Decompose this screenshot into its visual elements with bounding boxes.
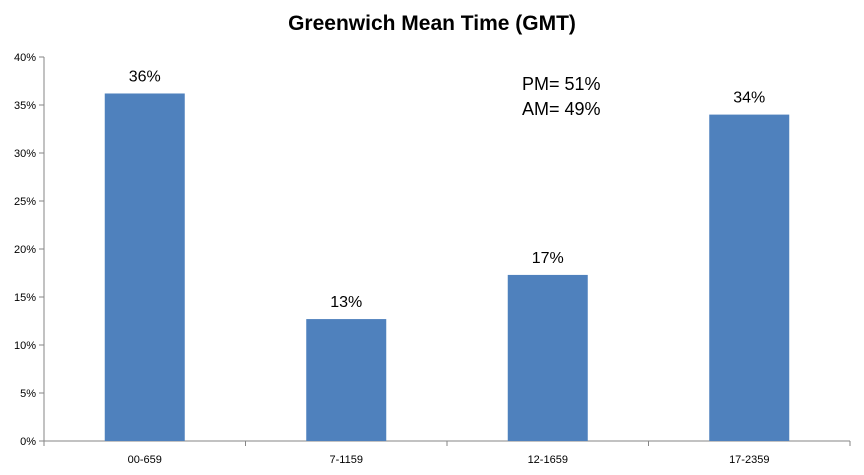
chart-title: Greenwich Mean Time (GMT): [288, 12, 576, 35]
bar: [709, 114, 790, 441]
y-tick-label: 30%: [14, 148, 36, 160]
y-tick-label: 10%: [14, 340, 36, 352]
bar: [507, 274, 588, 441]
x-tick-label: 12-1659: [528, 454, 568, 466]
data-label: 34%: [733, 90, 765, 107]
y-tick-label: 35%: [14, 100, 36, 112]
x-tick-label: 7-1159: [330, 454, 363, 466]
x-tick-label: 17-2359: [729, 454, 769, 466]
annotation-text: PM= 51%: [522, 74, 601, 94]
y-tick-label: 40%: [14, 52, 36, 64]
y-tick-label: 5%: [20, 388, 36, 400]
data-label: 36%: [129, 68, 161, 85]
y-tick-label: 20%: [14, 244, 36, 256]
y-tick-label: 15%: [14, 292, 36, 304]
annotation-text: AM= 49%: [522, 99, 601, 119]
bar: [306, 319, 387, 441]
y-tick-label: 25%: [14, 196, 36, 208]
data-label: 13%: [330, 294, 362, 311]
y-tick-label: 0%: [20, 436, 36, 448]
x-tick-label: 00-659: [128, 454, 162, 466]
data-label: 17%: [532, 250, 564, 267]
bar: [104, 93, 185, 441]
